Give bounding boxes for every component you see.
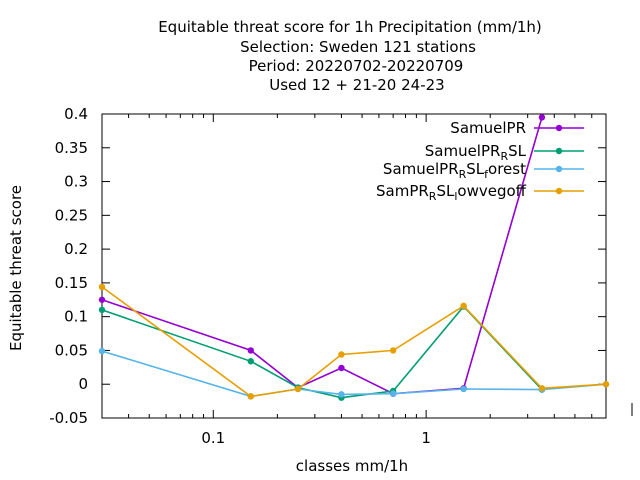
y-tick-label: 0.35 (55, 139, 88, 157)
series-point-4 (460, 302, 467, 310)
legend-subscript: l (454, 190, 457, 203)
title-line-2: Selection: Sweden 121 stations (240, 38, 476, 56)
series-point-3 (460, 385, 467, 393)
x-axis-label: classes mm/1h (296, 457, 408, 475)
series-point-4 (247, 393, 254, 400)
legend-text-part: SL (508, 142, 527, 160)
legend-marker-1 (555, 124, 563, 132)
legend-subscript: R (500, 150, 508, 163)
series-point-3 (98, 347, 106, 355)
title-line-3: Period: 20220702-20220709 (249, 57, 464, 75)
legend-subscript: R (429, 190, 437, 203)
series-point-4 (538, 385, 546, 392)
legend-marker-4 (555, 187, 563, 195)
legend-marker-2 (555, 147, 563, 155)
y-axis-label: Equitable threat score (7, 185, 25, 351)
y-tick-label: 0.4 (64, 105, 88, 123)
series-point-3 (389, 390, 397, 397)
series-point-1 (538, 114, 546, 121)
legend: SamuelPRSamuelPRRSLSamuelPRRSLforestSamP… (376, 119, 584, 203)
series-point-4 (98, 283, 106, 291)
y-tick-label: 0.2 (64, 240, 88, 258)
title-line-1: Equitable threat score for 1h Precipitat… (158, 18, 542, 36)
series-point-4 (338, 351, 345, 358)
series-point-1 (338, 364, 345, 372)
legend-text-part: SamuelPR (450, 119, 526, 137)
legend-marker-3 (555, 165, 563, 173)
series-line-2 (101, 305, 543, 399)
chart-title: Equitable threat score for 1h Precipitat… (158, 18, 542, 94)
legend-text-part: orest (488, 160, 526, 178)
y-tick-label: 0 (78, 375, 88, 393)
legend-label-1: SamuelPR (450, 119, 526, 137)
series-point-1 (98, 296, 106, 303)
legend-label-4: SamPRRSLlowvegoff (376, 182, 527, 203)
legend-text-part: SamPR (376, 182, 429, 200)
legend-text-part: SamuelPR (383, 160, 459, 178)
legend-subscript: R (459, 168, 467, 181)
y-tick-label: 0.05 (55, 341, 88, 359)
y-tick-label: 0.25 (55, 206, 88, 224)
series-point-4 (389, 347, 397, 354)
legend-text-part: SamuelPR (425, 142, 501, 160)
y-tick-label: 0.3 (64, 173, 88, 191)
series-point-4 (602, 381, 610, 388)
x-tick-label: 0.1 (201, 429, 225, 447)
y-tick-label: 0.1 (64, 308, 88, 326)
legend-text-part: SL (466, 160, 485, 178)
series-point-1 (247, 347, 254, 354)
legend-text-part: owvegoff (457, 182, 526, 200)
title-line-4: Used 12 + 21-20 24-23 (269, 76, 444, 94)
series-point-4 (294, 385, 302, 393)
y-tick-label: -0.05 (49, 409, 88, 427)
legend-subscript: f (484, 168, 489, 181)
x-tick-label: 1 (421, 429, 431, 447)
series-point-2 (247, 358, 254, 365)
y-tick-label: 0.15 (55, 274, 88, 292)
plot-frame (101, 113, 607, 419)
legend-label-3: SamuelPRRSLforest (383, 160, 526, 181)
legend-label-2: SamuelPRRSL (425, 142, 527, 163)
series-point-3 (338, 391, 345, 398)
series-point-2 (98, 306, 106, 314)
series-line-4 (101, 286, 607, 398)
legend-text-part: SL (436, 182, 455, 200)
